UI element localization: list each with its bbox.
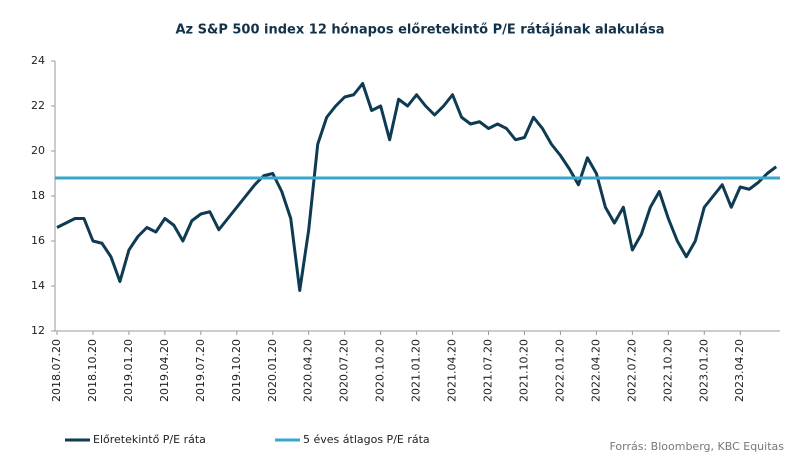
y-tick-label: 16 [31,234,45,247]
x-tick-label: 2022.04.20 [589,339,602,402]
x-tick-label: 2018.10.20 [86,339,99,402]
chart-title: Az S&P 500 index 12 hónapos előretekintő… [175,23,664,38]
x-tick-label: 2020.07.20 [338,339,351,402]
x-tick-label: 2019.04.20 [158,339,171,402]
x-tick-label: 2022.10.20 [661,339,674,402]
y-tick-label: 18 [31,189,45,202]
y-tick-label: 20 [31,144,45,157]
x-tick-label: 2022.07.20 [625,339,638,402]
x-tick-label: 2019.01.20 [122,339,135,402]
x-tick-label: 2020.01.20 [266,339,279,402]
series-line [56,82,778,292]
x-tick-label: 2020.10.20 [374,339,387,402]
y-tick-label: 24 [31,54,45,67]
legend-label: Előretekintő P/E ráta [93,433,206,446]
x-tick-label: 2021.01.20 [410,339,423,402]
x-tick-label: 2018.07.20 [50,339,63,402]
source: Forrás: Bloomberg, KBC Equitas [609,440,784,453]
x-tick-label: 2022.01.20 [553,339,566,402]
x-tick-label: 2021.04.20 [446,339,459,402]
y-tick-label: 12 [31,324,45,337]
y-tick-label: 14 [31,279,45,292]
y-tick-label: 22 [31,99,45,112]
legend-label: 5 éves átlagos P/E ráta [303,433,430,446]
x-tick-label: 2021.07.20 [482,339,495,402]
x-tick-label: 2023.04.20 [733,339,746,402]
x-tick-label: 2021.10.20 [517,339,530,402]
x-tick-label: 2020.04.20 [302,339,315,402]
x-tick-label: 2019.07.20 [194,339,207,402]
x-tick-label: 2019.10.20 [230,339,243,402]
x-tick-label: 2023.01.20 [697,339,710,402]
